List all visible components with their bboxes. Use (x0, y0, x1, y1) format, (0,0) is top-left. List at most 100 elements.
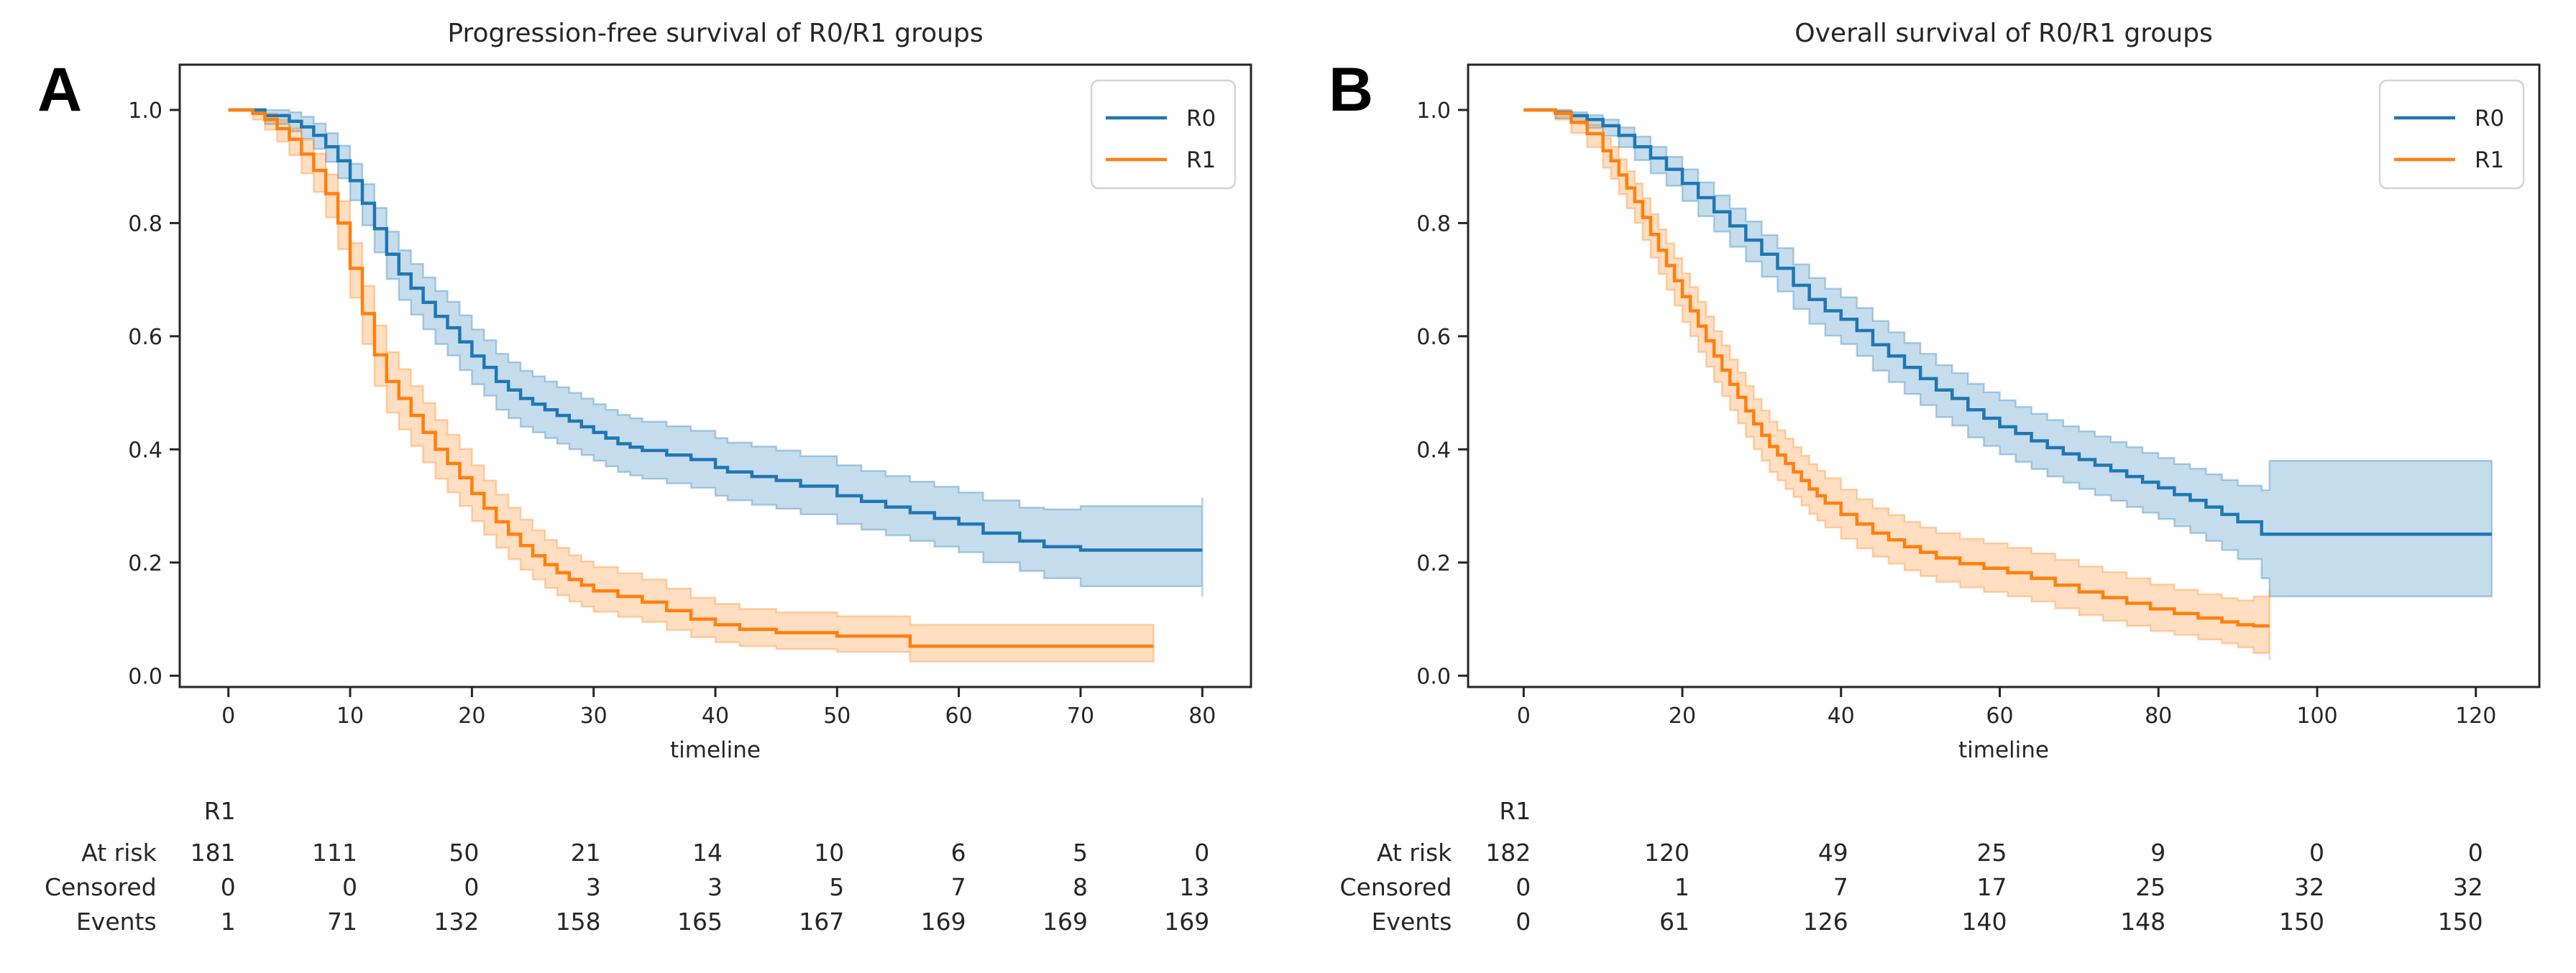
panel-b-series-r1-line (1523, 108, 2270, 628)
at-risk-value: 165 (677, 908, 723, 936)
y-tick-label: 0.6 (1416, 325, 1451, 350)
legend-label-r1: R1 (2475, 147, 2504, 173)
at-risk-value: 32 (2294, 873, 2324, 901)
legend-box (1090, 79, 1237, 190)
at-risk-value: 0 (1194, 839, 1209, 867)
panel-b: 0 20 40 60 80 100 120timeline1.00.80.60.40.20.… (1340, 63, 2541, 936)
x-tick-label: 50 (823, 704, 851, 729)
x-tick-label: 0 (1517, 704, 1531, 729)
at-risk-value: 7 (951, 873, 966, 901)
at-risk-group-label: R1 (1499, 797, 1531, 825)
at-risk-value: 140 (1962, 908, 2007, 936)
panel-b-series-r0-ci-band (1523, 109, 2493, 598)
at-risk-value: 132 (434, 908, 479, 936)
legend: R0 R1 (1090, 79, 1237, 190)
y-tick-label: 0.0 (1416, 664, 1451, 689)
x-tick-label: 60 (1986, 704, 2013, 729)
at-risk-value: 10 (814, 839, 844, 867)
at-risk-value: 49 (1818, 839, 1848, 867)
panel-b-series-r0-line (1523, 108, 2492, 536)
panel-a-series-r0-ci-band (228, 109, 1204, 596)
panel-letter-b: B (1329, 55, 1374, 124)
at-risk-value: 126 (1803, 908, 1848, 936)
at-risk-value: 0 (1516, 908, 1531, 936)
plot-frame (1467, 63, 2541, 688)
at-risk-value: 21 (571, 839, 601, 867)
y-tick-label: 0.4 (128, 438, 162, 463)
y-tick-label: 0.6 (128, 325, 162, 350)
x-axis: 0 10 20 30 40 50 60 70 80 timeline (221, 687, 1216, 763)
at-risk-group-label: R1 (204, 797, 236, 825)
y-tick-label: 1.0 (1416, 98, 1451, 124)
at-risk-value: 1 (221, 908, 236, 936)
at-risk-value: 0 (1516, 873, 1531, 901)
at-risk-value: 25 (1977, 839, 2007, 867)
x-axis-label: timeline (1958, 737, 2049, 763)
at-risk-value: 169 (1164, 908, 1209, 936)
legend-label-r0: R0 (1186, 106, 1216, 132)
at-risk-value: 1 (1674, 873, 1690, 901)
panel-b-series-r1-ci-band (1523, 109, 2270, 660)
panel-a-series-r1-line (228, 108, 1154, 648)
x-tick-label: 100 (2296, 704, 2337, 729)
at-risk-row-label: Censored (1340, 873, 1452, 901)
legend-box (2378, 79, 2525, 190)
y-tick-label: 0.4 (1416, 438, 1451, 463)
at-risk-value: 50 (449, 839, 479, 867)
at-risk-value: 5 (1073, 839, 1088, 867)
at-risk-value: 25 (2135, 873, 2165, 901)
at-risk-value: 14 (692, 839, 723, 867)
at-risk-value: 150 (2438, 908, 2483, 936)
at-risk-value: 158 (556, 908, 601, 936)
at-risk-value: 150 (2279, 908, 2324, 936)
at-risk-value: 111 (312, 839, 357, 867)
x-tick-label: 20 (458, 704, 485, 729)
at-risk-value: 6 (951, 839, 966, 867)
panel-title-a: Progression-free survival of R0/R1 group… (447, 19, 984, 48)
at-risk-value: 61 (1659, 908, 1690, 936)
y-tick-label: 1.0 (128, 98, 162, 124)
panel-letter-a: A (37, 55, 83, 124)
x-axis-label: timeline (670, 737, 761, 763)
x-tick-label: 80 (2145, 704, 2172, 729)
at-risk-value: 3 (707, 873, 723, 901)
y-axis: 1.0 0.8 0.6 0.4 0.2 0.0 (1416, 98, 1468, 689)
at-risk-value: 71 (327, 908, 357, 936)
at-risk-value: 0 (2468, 839, 2483, 867)
at-risk-value: 169 (1042, 908, 1088, 936)
x-tick-label: 120 (2455, 704, 2496, 729)
at-risk-value: 0 (2309, 839, 2324, 867)
at-risk-value: 169 (921, 908, 966, 936)
at-risk-value: 32 (2453, 873, 2483, 901)
x-tick-label: 20 (1669, 704, 1696, 729)
at-risk-value: 7 (1833, 873, 1848, 901)
panel-a-series-r0-line (228, 108, 1203, 552)
at-risk-value: 0 (221, 873, 236, 901)
panel-a-series-r1-ci-band (228, 109, 1155, 663)
panel-a: 0 10 20 30 40 50 60 70 80timeline1.00.80.60.40.2… (45, 63, 1252, 936)
y-tick-label: 0.8 (128, 211, 162, 236)
y-tick-label: 0.0 (128, 664, 162, 689)
x-tick-label: 40 (1828, 704, 1855, 729)
at-risk-row-label: At risk (81, 839, 157, 867)
at-risk-row-label: Events (76, 908, 157, 936)
x-tick-label: 30 (580, 704, 608, 729)
x-axis: 0 20 40 60 80 100 120 timeline (1517, 687, 2496, 763)
at-risk-value: 8 (1073, 873, 1088, 901)
at-risk-value: 182 (1485, 839, 1531, 867)
legend-label-r0: R0 (2475, 106, 2504, 132)
panel-title-b: Overall survival of R0/R1 groups (1795, 19, 2213, 48)
legend-label-r1: R1 (1186, 147, 1216, 173)
at-risk-row-label: Events (1372, 908, 1452, 936)
y-axis: 1.0 0.8 0.6 0.4 0.2 0.0 (128, 98, 180, 689)
at-risk-value: 181 (191, 839, 236, 867)
at-risk-row-label: Censored (45, 873, 157, 901)
legend: R0 R1 (2378, 79, 2525, 190)
x-tick-label: 10 (336, 704, 364, 729)
at-risk-value: 13 (1179, 873, 1209, 901)
at-risk-value: 17 (1977, 873, 2007, 901)
y-tick-label: 0.2 (128, 551, 162, 576)
